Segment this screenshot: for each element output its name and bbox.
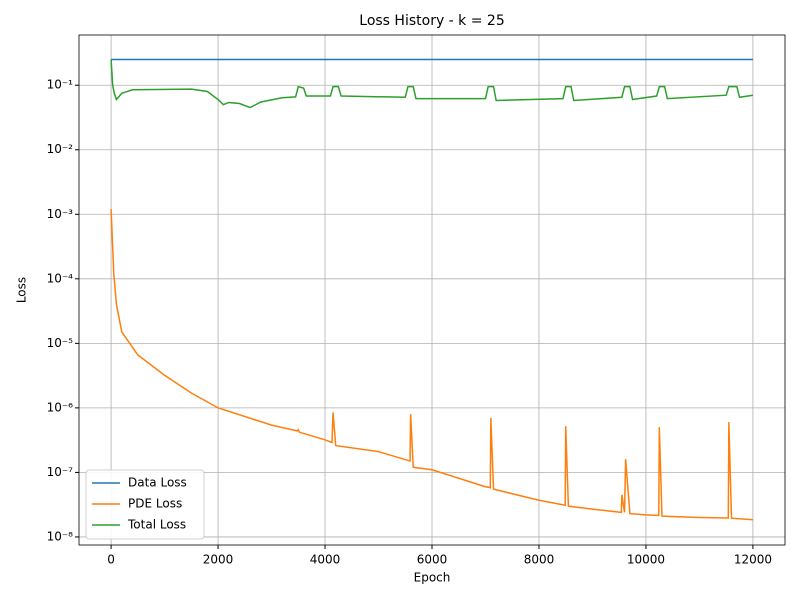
y-tick-label: 10⁻³: [47, 207, 74, 221]
y-tick-label: 10⁻⁸: [47, 529, 74, 543]
legend-label: Data Loss: [128, 476, 187, 490]
y-tick-label: 10⁻⁶: [47, 400, 74, 414]
data-line: [110, 59, 754, 109]
y-tick-label: 10⁻⁵: [47, 336, 74, 350]
chart-title: Loss History - k = 25: [359, 13, 504, 29]
legend-box: [85, 469, 205, 540]
x-tick-label: 0: [107, 553, 115, 567]
data-line: [110, 209, 753, 521]
y-tick-label: 10⁻⁴: [47, 271, 74, 285]
x-tick-label: 4000: [310, 553, 341, 567]
x-tick-label: 12000: [734, 553, 772, 567]
x-tick-label: 10000: [627, 553, 665, 567]
x-tick-label: 6000: [417, 553, 448, 567]
plot-frame: [78, 34, 786, 546]
y-axis-label: Loss: [15, 277, 29, 303]
y-tick-label: 10⁻²: [47, 142, 74, 156]
x-tick-label: 8000: [524, 553, 555, 567]
y-tick-label: 10⁻⁷: [47, 465, 74, 479]
x-tick-label: 2000: [203, 553, 234, 567]
x-axis-label: Epoch: [414, 571, 451, 585]
legend-label: Total Loss: [127, 518, 186, 532]
y-tick-label: 10⁻¹: [47, 78, 74, 92]
legend-label: PDE Loss: [128, 497, 182, 511]
